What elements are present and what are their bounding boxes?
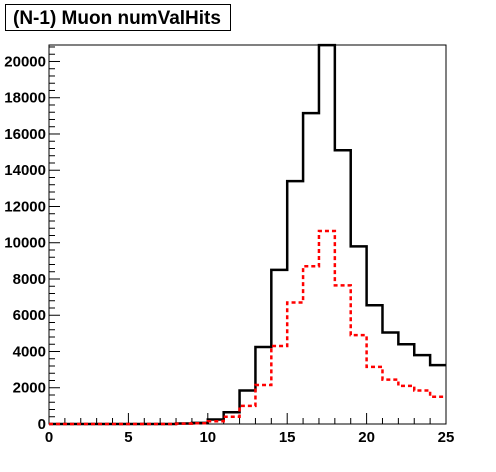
x-tick-label: 0 [45,429,53,446]
y-tick-label: 0 [38,416,46,433]
y-tick-label: 2000 [13,380,46,397]
x-tick-label: 10 [199,429,216,446]
y-tick-label: 8000 [13,271,46,288]
plot-frame [48,44,447,425]
series-layer [49,43,446,426]
series-red-histogram [49,229,446,426]
y-tick-label: 10000 [4,235,46,252]
y-tick-label: 14000 [4,162,46,179]
chart-title: (N-1) Muon numValHits [5,4,231,31]
x-tick-label: 20 [358,429,375,446]
series-black-histogram [49,43,446,426]
y-tick-label: 16000 [4,126,46,143]
x-tick-label: 25 [438,429,455,446]
y-tick-label: 20000 [4,53,46,70]
tick-labels: 0 5 10 15 20 25 0 2000 4000 6000 8000 10000 12000 140… [4,53,454,446]
x-tick-label: 5 [124,429,132,446]
axes [48,44,447,425]
y-tick-label: 12000 [4,198,46,215]
x-tick-label: 15 [279,429,296,446]
y-tick-label: 18000 [4,90,46,107]
y-tick-label: 6000 [13,307,46,324]
y-tick-label: 4000 [13,343,46,360]
